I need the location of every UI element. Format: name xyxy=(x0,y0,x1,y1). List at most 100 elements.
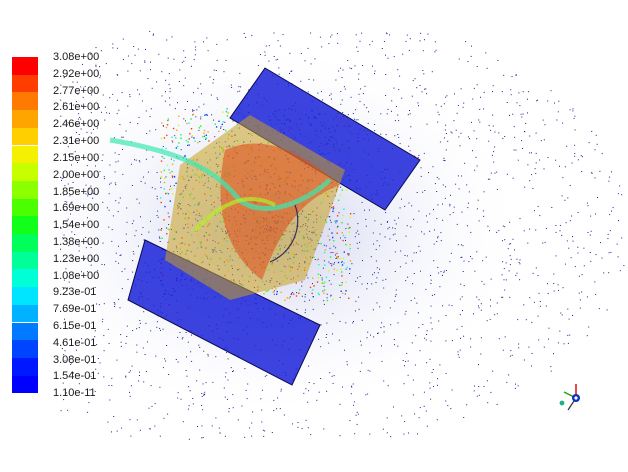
particle-point xyxy=(143,311,145,313)
particle-point xyxy=(442,184,444,186)
particle-point xyxy=(185,120,186,122)
particle-point xyxy=(318,338,320,340)
particle-point xyxy=(476,165,478,167)
particle-point xyxy=(408,432,409,434)
particle-point xyxy=(66,220,68,222)
particle-point xyxy=(397,345,399,347)
particle-point xyxy=(329,239,331,241)
particle-point xyxy=(168,228,171,231)
particle-point xyxy=(586,202,588,204)
particle-point xyxy=(556,119,558,121)
particle-point xyxy=(277,397,279,399)
particle-point xyxy=(509,255,511,257)
colorbar-swatch xyxy=(12,322,38,341)
particle-point xyxy=(66,223,68,225)
particle-point xyxy=(502,296,504,298)
particle-point xyxy=(87,271,88,273)
particle-point xyxy=(216,59,218,61)
particle-point xyxy=(268,45,270,47)
particle-point xyxy=(386,113,388,115)
particle-point xyxy=(426,334,428,335)
particle-point xyxy=(197,87,199,89)
particle-point xyxy=(78,245,80,247)
particle-point xyxy=(591,130,593,132)
particle-point xyxy=(118,202,120,204)
particle-point xyxy=(474,385,475,387)
particle-point xyxy=(383,380,385,382)
particle-point xyxy=(121,92,123,94)
particle-point xyxy=(409,137,411,139)
particle-point xyxy=(456,112,458,114)
particle-point xyxy=(586,296,588,298)
particle-point xyxy=(120,345,122,347)
particle-point xyxy=(202,383,204,385)
particle-point xyxy=(601,153,603,155)
particle-point xyxy=(434,294,436,296)
particle-point xyxy=(153,33,154,35)
particle-point xyxy=(509,264,511,266)
particle-point xyxy=(90,185,92,187)
particle-point xyxy=(487,402,489,404)
particle-point xyxy=(184,109,186,110)
particle-point xyxy=(417,102,419,104)
particle-point xyxy=(77,162,78,163)
particle-point xyxy=(437,384,438,386)
particle-point xyxy=(621,194,623,196)
particle-point xyxy=(612,207,614,209)
particle-point xyxy=(216,97,218,99)
particle-point xyxy=(179,69,181,71)
particle-point xyxy=(204,114,206,116)
particle-point xyxy=(163,188,165,190)
particle-point xyxy=(233,370,234,372)
particle-point xyxy=(408,202,410,204)
particle-point xyxy=(403,383,405,385)
particle-point xyxy=(264,375,266,377)
particle-point xyxy=(192,403,194,405)
particle-point xyxy=(317,277,319,279)
particle-point xyxy=(103,303,105,305)
particle-point xyxy=(514,387,516,389)
particle-point xyxy=(131,365,133,367)
particle-point xyxy=(188,122,190,124)
particle-point xyxy=(561,234,563,236)
particle-point xyxy=(502,137,504,139)
particle-point xyxy=(90,264,92,266)
particle-point xyxy=(171,175,174,177)
particle-point xyxy=(519,259,521,261)
particle-point xyxy=(590,215,592,217)
particle-point xyxy=(399,266,401,268)
particle-point xyxy=(344,237,346,239)
particle-point xyxy=(379,268,380,270)
particle-point xyxy=(348,254,350,256)
particle-point xyxy=(317,292,320,295)
particle-point xyxy=(160,201,162,204)
particle-point xyxy=(84,85,86,87)
particle-point xyxy=(324,264,326,266)
particle-point xyxy=(365,218,367,220)
particle-point xyxy=(487,178,489,180)
particle-point xyxy=(619,270,621,272)
particle-point xyxy=(187,141,189,143)
particle-point xyxy=(216,43,218,45)
particle-point xyxy=(369,44,371,46)
particle-point xyxy=(88,243,90,245)
particle-point xyxy=(156,198,158,200)
particle-point xyxy=(590,172,592,174)
particle-point xyxy=(607,238,609,240)
particle-point xyxy=(406,225,408,227)
particle-point xyxy=(304,300,306,302)
particle-point xyxy=(86,241,87,243)
particle-point xyxy=(115,184,117,186)
particle-point xyxy=(325,276,328,279)
particle-point xyxy=(351,385,353,387)
particle-point xyxy=(323,303,325,305)
particle-point xyxy=(89,389,91,391)
particle-point xyxy=(478,364,479,366)
particle-point xyxy=(169,188,171,191)
particle-point xyxy=(168,374,170,375)
particle-point xyxy=(569,109,571,111)
particle-point xyxy=(97,372,99,374)
particle-point xyxy=(333,263,335,265)
particle-point xyxy=(325,221,328,224)
